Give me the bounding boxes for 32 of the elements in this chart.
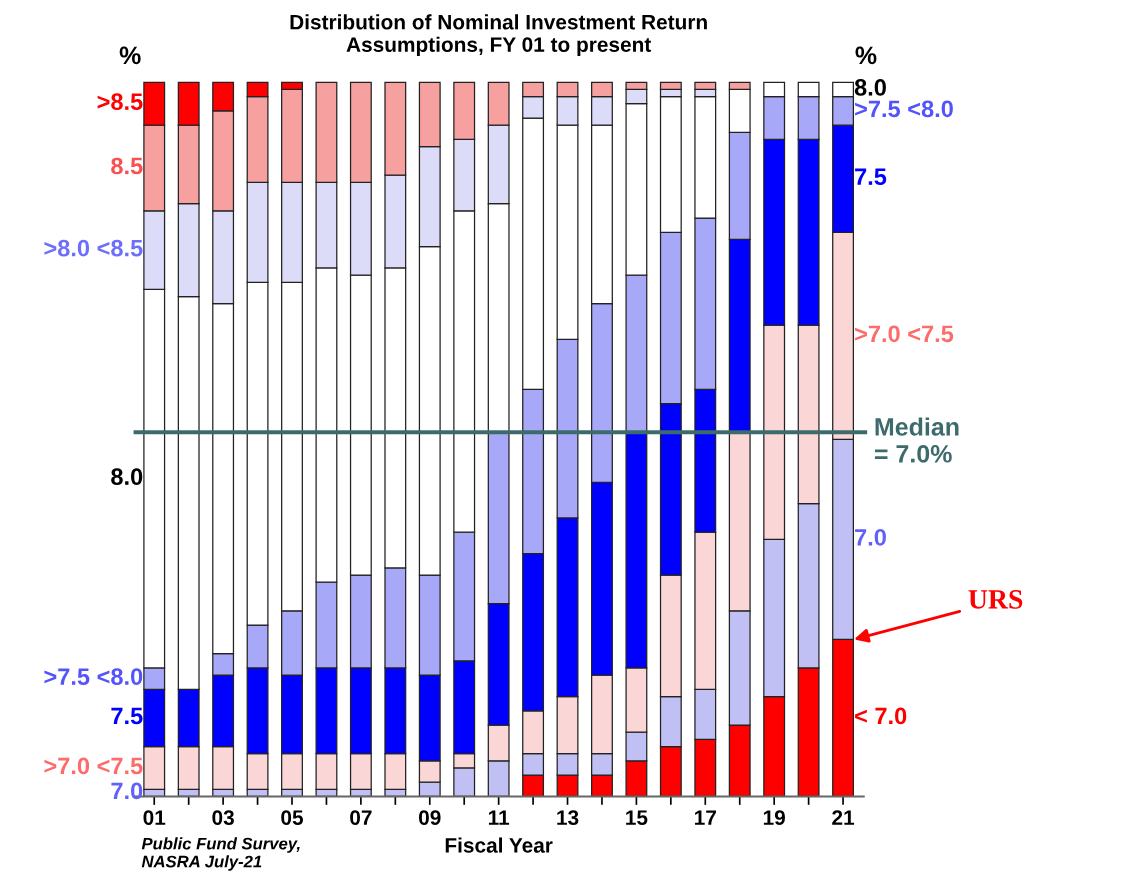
text: >7.0 <7.5	[855, 325, 954, 343]
x-tick-label: 13	[557, 810, 579, 826]
text: Median = 7.0%	[874, 417, 959, 463]
x-tick-label: 09	[419, 810, 441, 825]
series-label: >7.5 <8.0	[44, 668, 143, 685]
text: URS	[968, 590, 1023, 609]
chart-title: Distribution of Nominal Investment Return Assumptions, FY 01 to present	[290, 14, 707, 57]
x-tick-label: 01	[143, 810, 166, 825]
series-label: 7.5	[111, 707, 143, 725]
series-label: >7.0 <7.5	[44, 757, 143, 775]
x-tick-label: 07	[350, 810, 372, 825]
text: %	[855, 46, 877, 65]
x-tick-label: 19	[763, 810, 785, 825]
text: 8.0	[111, 468, 143, 486]
text: %	[119, 46, 141, 65]
x-tick-label: 05	[281, 810, 304, 825]
text: 7.5	[855, 168, 887, 186]
series-label: 7.0	[111, 782, 143, 800]
text: Public Fund Survey, NASRA July-21	[141, 837, 300, 871]
x-tick-label: 15	[626, 810, 648, 825]
text: >7.5 <8.0	[855, 100, 953, 118]
x-tick-label: 11	[488, 810, 510, 825]
series-label: >8.5	[97, 93, 143, 111]
x-axis-title: Fiscal Year	[445, 837, 553, 853]
x-tick-label: 21	[832, 810, 855, 825]
x-tick-label: 17	[695, 810, 716, 825]
x-tick-label: 03	[212, 810, 234, 826]
text: 7.0	[855, 529, 886, 546]
series-label: 8.5	[111, 157, 143, 175]
series-label: < 7.0	[855, 707, 907, 725]
series-label: >8.0 <8.5	[44, 239, 143, 257]
series-label: 8.0	[854, 79, 886, 96]
